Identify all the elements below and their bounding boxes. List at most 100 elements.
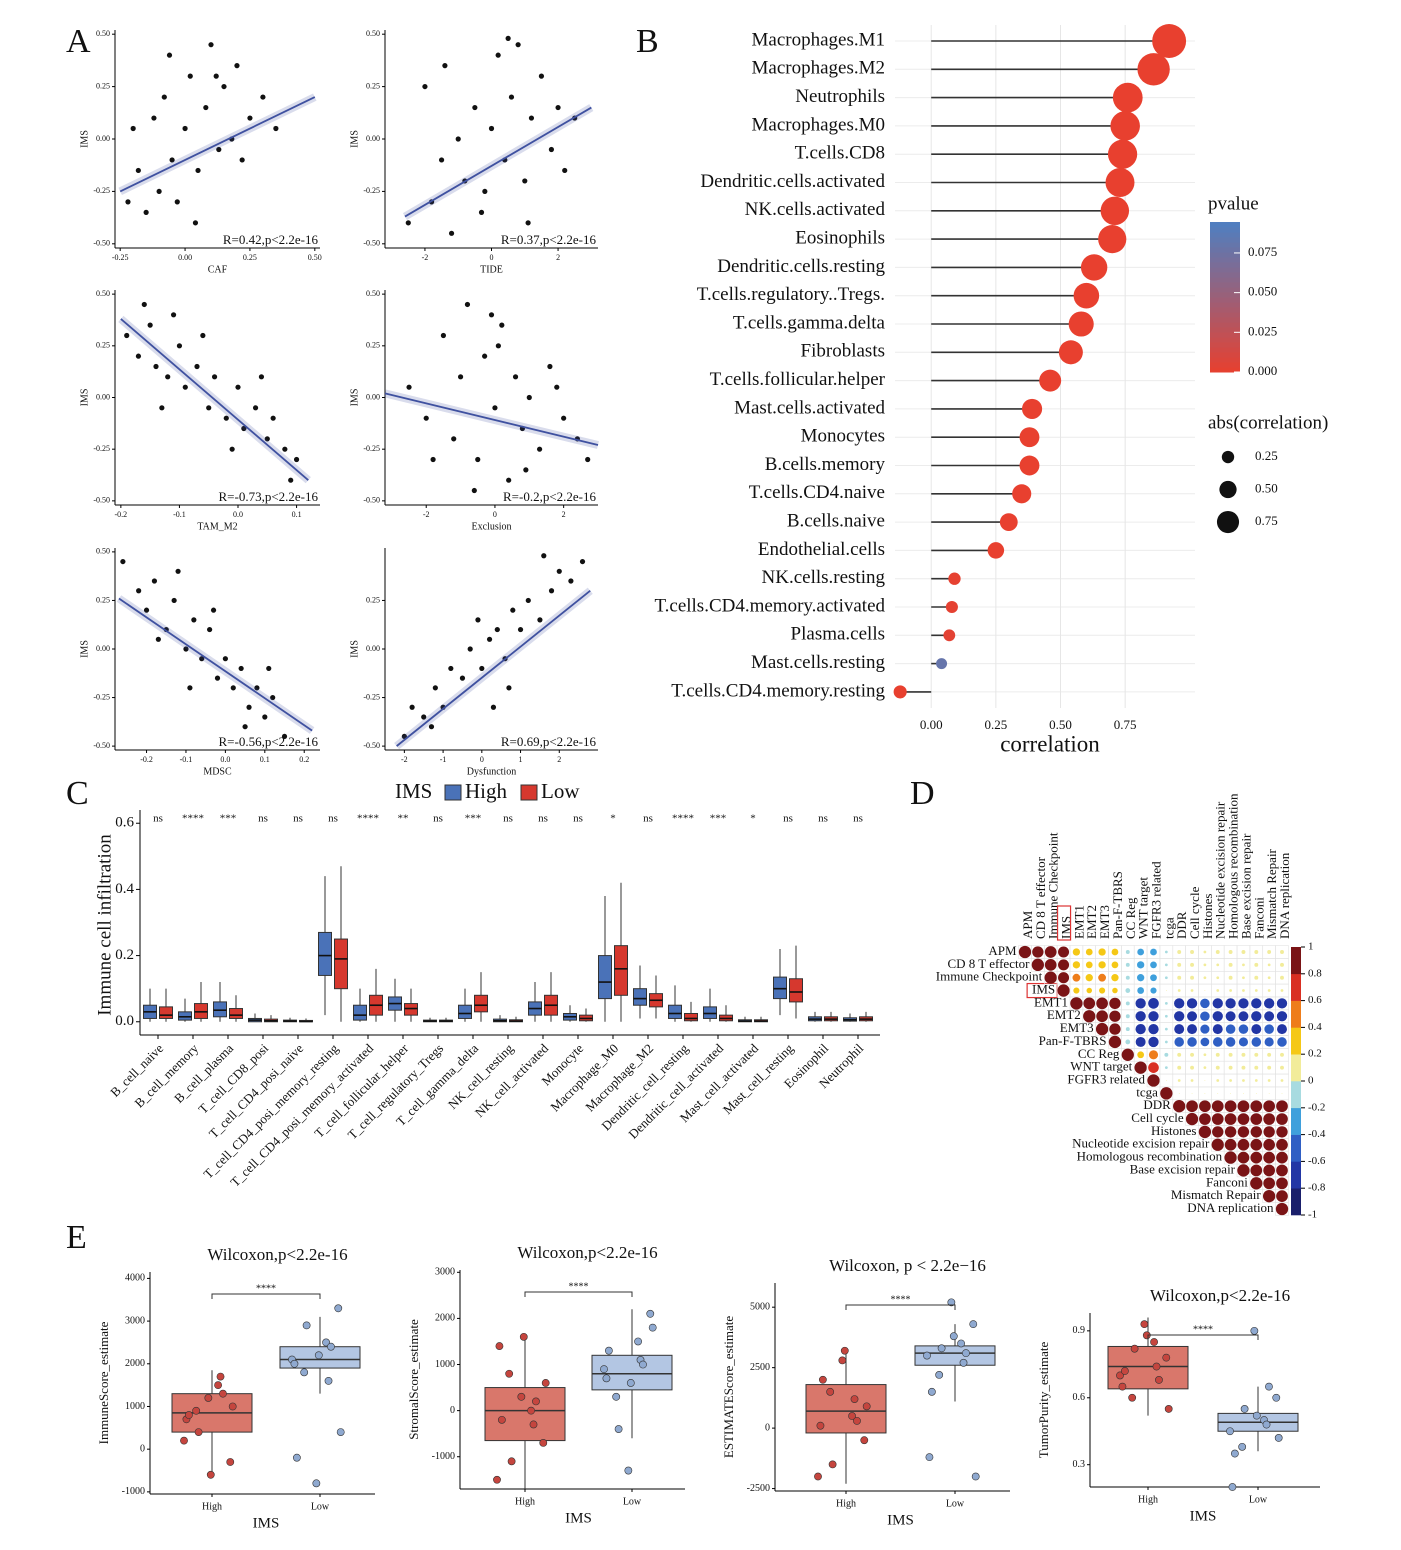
- point: [1240, 1405, 1249, 1413]
- row-label: DNA replication: [1187, 1200, 1274, 1215]
- x-tick-label: -0.1: [180, 755, 193, 764]
- corr-dot: [1177, 950, 1182, 954]
- corr-dot: [1280, 1052, 1284, 1057]
- corr-dot: [1086, 987, 1093, 994]
- corr-dot: [1277, 1037, 1287, 1047]
- point: [1272, 1393, 1281, 1402]
- point: [187, 73, 193, 79]
- dot: [945, 600, 958, 614]
- significance: ns: [573, 813, 583, 825]
- point: [273, 125, 279, 132]
- x-tick-label: 0.1: [292, 510, 302, 519]
- corr-dot: [1109, 1023, 1121, 1035]
- point: [281, 733, 288, 740]
- corr-dot: [1173, 1100, 1186, 1113]
- colorbar-step: [1291, 973, 1301, 1001]
- category-label: Mast.cells.activated: [734, 397, 885, 418]
- y-tick-label: 0.6: [115, 815, 134, 831]
- corr-dot: [1254, 1052, 1259, 1057]
- row-label: EMT3: [1060, 1020, 1094, 1035]
- point: [536, 446, 543, 452]
- dot: [1058, 340, 1083, 365]
- point: [490, 704, 497, 710]
- significance: ns: [503, 813, 513, 825]
- corr-dot: [1150, 961, 1157, 969]
- point: [482, 353, 488, 359]
- corr-dot: [1187, 1011, 1198, 1022]
- point: [406, 384, 412, 390]
- bracket: [211, 1293, 321, 1299]
- point: [125, 199, 131, 205]
- point: [252, 405, 259, 411]
- box: [458, 1004, 472, 1019]
- row-label: Immune Checkpoint: [936, 969, 1043, 984]
- corr-dot: [1203, 950, 1207, 954]
- x-tick-label: Low: [311, 1501, 330, 1512]
- category-label: B.cells.memory: [765, 454, 886, 475]
- colorbar-step: [1210, 227, 1240, 233]
- trend-line: [118, 597, 313, 732]
- colorbar-step: [1210, 257, 1240, 263]
- chart-title: Wilcoxon, p < 2.2e−16: [829, 1256, 986, 1275]
- corr-dot: [1215, 1065, 1220, 1070]
- significance: ****: [672, 813, 694, 825]
- corr-dot: [1254, 975, 1259, 980]
- annotation: R=-0.73,p<2.2e-16: [218, 489, 318, 504]
- y-tick-label: -0.25: [363, 444, 380, 453]
- point: [568, 578, 574, 584]
- point: [203, 104, 209, 111]
- point: [494, 626, 500, 633]
- point: [270, 415, 276, 421]
- category-label: Endothelial.cells: [758, 539, 885, 560]
- box: [318, 931, 332, 976]
- y-tick-label: 0.50: [96, 289, 110, 298]
- corr-dot: [1211, 1113, 1224, 1125]
- y-axis-title: IMS: [349, 640, 360, 658]
- point: [532, 1397, 540, 1406]
- corr-dot: [1243, 1092, 1244, 1094]
- dot: [1068, 311, 1094, 337]
- point: [262, 714, 268, 720]
- point: [488, 312, 495, 318]
- x-tick-label: -2: [401, 755, 408, 764]
- point: [302, 1321, 311, 1330]
- point: [216, 146, 222, 153]
- point: [517, 1392, 526, 1401]
- point: [241, 425, 247, 432]
- category-label: Plasma.cells: [791, 624, 885, 645]
- corr-dot: [1137, 987, 1145, 994]
- colorbar-step: [1210, 267, 1240, 273]
- corr-dot: [1174, 998, 1185, 1009]
- point: [270, 694, 276, 701]
- row-label: Pan-F-TBRS: [1039, 1033, 1107, 1048]
- corr-dot: [1280, 989, 1284, 992]
- y-tick-label: -0.50: [93, 741, 110, 750]
- point: [290, 1359, 299, 1368]
- x-tick-label: 0.1: [260, 755, 270, 764]
- corr-dot: [1280, 950, 1284, 954]
- y-tick-label: 0.3: [1073, 1459, 1086, 1470]
- point: [242, 724, 248, 730]
- x-axis-title: IMS: [1190, 1508, 1217, 1524]
- corr-dot: [1085, 948, 1093, 956]
- legend-title: pvalue: [1208, 193, 1259, 214]
- colorbar-step: [1210, 332, 1240, 338]
- y-tick-label: 0.00: [366, 644, 380, 653]
- point: [505, 1369, 514, 1378]
- corr-dot: [1125, 1014, 1130, 1019]
- bracket: [1147, 1334, 1259, 1340]
- point: [169, 157, 175, 163]
- corr-dot: [1267, 989, 1271, 992]
- point: [495, 343, 501, 349]
- x-tick-label: High: [202, 1501, 222, 1512]
- corr-dot: [1200, 998, 1210, 1009]
- box: [353, 1004, 367, 1021]
- point: [548, 146, 555, 153]
- point: [211, 374, 218, 380]
- x-axis-title: IMS: [565, 1510, 592, 1526]
- x-tick-label: 0: [493, 510, 497, 519]
- corr-dot: [1058, 959, 1070, 971]
- column-label: Mismatch Repair: [1264, 848, 1279, 939]
- annotation: R=0.42,p<2.2e-16: [223, 232, 319, 247]
